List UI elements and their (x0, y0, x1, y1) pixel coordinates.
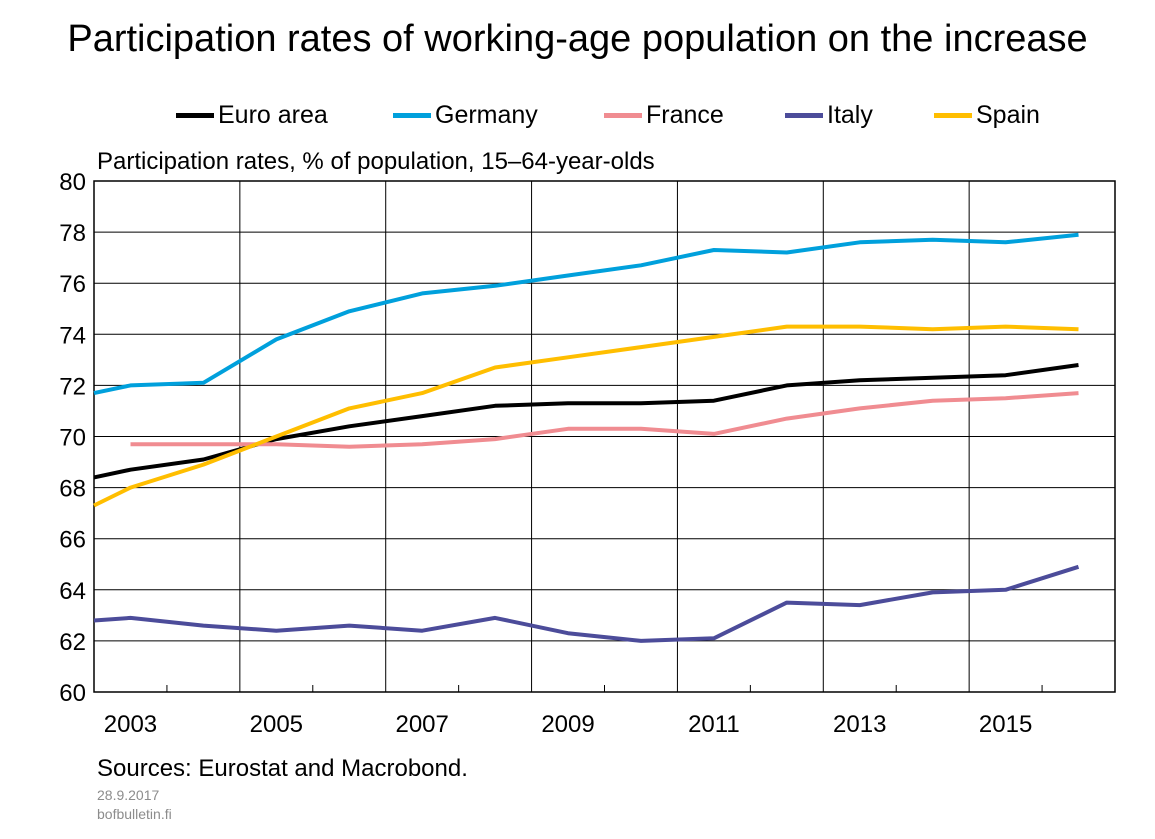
legend-label-france: France (646, 100, 724, 129)
legend-swatch-italy (785, 112, 823, 118)
legend-label-italy: Italy (827, 100, 873, 129)
series-line-germany (93, 232, 1079, 396)
legend: Euro area Germany France Italy Spain (0, 98, 1155, 132)
legend-item-germany: Germany (393, 98, 538, 132)
legend-item-italy: Italy (785, 98, 873, 132)
chart-subtitle: Participation rates, % of population, 15… (97, 148, 655, 175)
x-tick-label: 2005 (250, 711, 303, 738)
y-tick-label: 76 (59, 271, 86, 298)
series-line-italy (93, 564, 1080, 643)
x-tick-label: 2015 (979, 711, 1032, 738)
legend-item-euro-area: Euro area (176, 98, 328, 132)
x-tick-label: 2011 (688, 711, 740, 738)
publication-date: 28.9.2017 (97, 787, 160, 803)
plot-frame (93, 180, 1116, 693)
series-line-euro-area (93, 363, 1079, 480)
x-tick-label: 2007 (395, 711, 448, 738)
x-tick-label: 2003 (104, 711, 157, 738)
y-tick-label: 68 (59, 476, 86, 503)
y-tick-label: 62 (59, 629, 86, 656)
legend-swatch-spain (934, 112, 972, 118)
chart-title: Participation rates of working-age popul… (67, 18, 1088, 60)
series-line-spain (93, 324, 1079, 508)
y-tick-label: 70 (59, 425, 86, 452)
legend-swatch-euro-area (176, 112, 214, 118)
y-tick-label: 80 (59, 169, 86, 196)
legend-label-germany: Germany (435, 100, 538, 129)
legend-item-spain: Spain (934, 98, 1040, 132)
legend-item-france: France (604, 98, 724, 132)
series-line-france (130, 391, 1079, 449)
legend-swatch-france (604, 112, 642, 118)
y-tick-label: 74 (59, 322, 86, 349)
y-tick-label: 66 (59, 527, 86, 554)
legend-swatch-germany (393, 112, 431, 118)
x-tick-label: 2009 (541, 711, 594, 738)
y-tick-label: 78 (59, 220, 86, 247)
source-note: Sources: Eurostat and Macrobond. (97, 755, 468, 782)
y-tick-label: 64 (59, 578, 86, 605)
legend-label-euro-area: Euro area (218, 100, 328, 129)
y-tick-label: 60 (59, 680, 86, 707)
legend-label-spain: Spain (976, 100, 1040, 129)
site-url: bofbulletin.fi (97, 806, 172, 822)
x-tick-label: 2013 (833, 711, 886, 738)
y-tick-label: 72 (59, 373, 86, 400)
